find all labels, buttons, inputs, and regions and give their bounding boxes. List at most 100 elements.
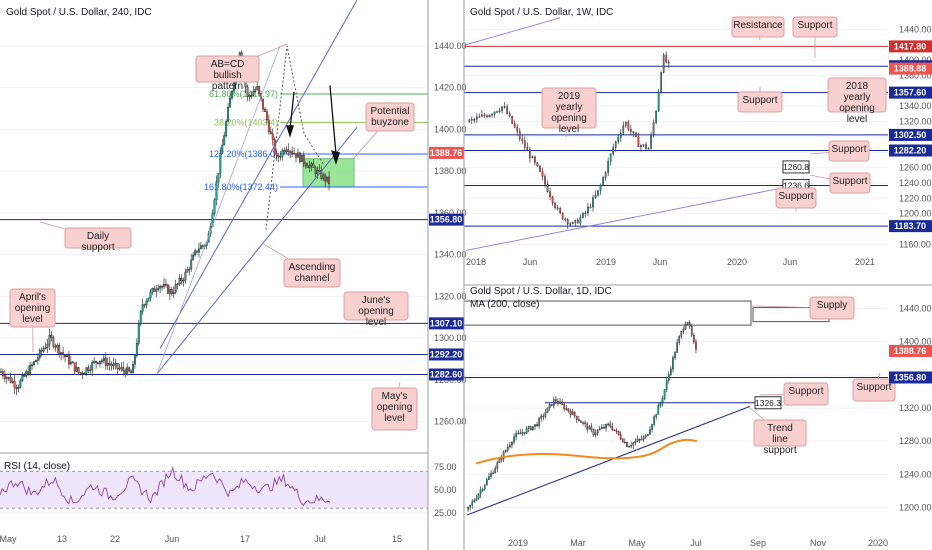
candle-body (614, 141, 617, 148)
candle-body (644, 435, 647, 438)
y-tick-label: 1380.00 (899, 70, 932, 80)
weekly-last-price-tag (889, 62, 932, 75)
candle-body (517, 432, 520, 435)
y-tick-label: 1400.00 (434, 124, 467, 134)
candle-body (634, 441, 637, 443)
supply-zone-rect (463, 300, 752, 326)
candle-body (289, 151, 292, 153)
candle-body (27, 371, 30, 375)
candle-body (506, 106, 508, 114)
candle-body (473, 118, 476, 121)
candle-body (667, 374, 670, 381)
candle-body (1, 371, 4, 376)
candle-body (23, 375, 26, 377)
candle-body (607, 161, 609, 173)
callout-aprils-opening-text: April's (19, 292, 46, 303)
candle-body (0, 371, 2, 373)
candle-body (248, 95, 251, 98)
candle-body (667, 61, 670, 64)
callout-aprils-opening-text: opening (15, 303, 51, 314)
y-tick-label: 1220.00 (899, 193, 932, 203)
candle-body (184, 271, 187, 281)
arrow-head-1 (286, 125, 294, 138)
candle-body (501, 106, 503, 111)
candle-body (597, 190, 599, 196)
candle-body (60, 352, 63, 354)
callout-resistance-box (731, 16, 785, 38)
candle-body (549, 191, 551, 198)
ma200-line (475, 438, 698, 465)
candle-body (3, 375, 6, 379)
candle-body (190, 259, 193, 270)
candle-body (83, 372, 86, 375)
candle-body (531, 156, 534, 159)
arrow-down-2 (329, 85, 337, 155)
y-tick-label: 1340.00 (434, 250, 467, 260)
callout-2019-opening-text: opening (551, 113, 587, 124)
candle-body (662, 54, 665, 73)
candle-body (219, 153, 222, 174)
candle-body (50, 335, 53, 338)
x-tick-label: Jun (653, 257, 668, 267)
candle-body (663, 389, 666, 399)
candle-body (17, 387, 20, 389)
x-tick-label: 22 (110, 534, 120, 544)
candle-body (650, 134, 652, 149)
weekly-last-price-tag-text: 1388.88 (894, 64, 927, 74)
candle-body (555, 399, 557, 402)
y-tick-label: 1200.00 (899, 503, 932, 513)
candle-body (468, 119, 471, 122)
candle-body (564, 218, 567, 221)
candle-body (617, 137, 620, 142)
candle-body (9, 376, 12, 383)
candle-body (574, 219, 577, 223)
callout-aprils-opening-text: level (22, 314, 43, 325)
callout-2019-opening-box (541, 87, 597, 129)
candle-body (102, 357, 105, 362)
candle-body (196, 250, 198, 253)
candle-body (592, 429, 595, 435)
arrow-down-1 (289, 91, 295, 130)
candle-body (493, 111, 496, 115)
candle-body (262, 98, 264, 110)
candle-body (541, 171, 544, 177)
callout-weekly-support-4-text: Support (778, 191, 813, 202)
candle-body (584, 422, 586, 425)
callout-junes-opening-text: June's (362, 295, 391, 306)
candle-body (521, 432, 524, 434)
candle-body (298, 152, 301, 162)
y-tick-label: 1420.00 (434, 83, 467, 93)
candle-body (534, 156, 536, 163)
candle-body (267, 119, 270, 132)
weekly-price-tag-text: 1183.70 (894, 221, 926, 231)
candle-body (587, 206, 589, 214)
x-tick-label: Jun (165, 534, 180, 544)
candle-body (25, 371, 28, 377)
y-tick-label: 1380.00 (434, 166, 467, 176)
candle-body (287, 149, 290, 153)
chart-title-weekly: Gold Spot / U.S. Dollar, 1W, IDC (470, 7, 613, 18)
candle-body (594, 194, 597, 198)
candle-body (143, 304, 146, 306)
candle-body (559, 208, 562, 214)
candle-body (46, 343, 49, 348)
x-tick-label: 15 (392, 534, 402, 544)
candle-body (157, 287, 160, 290)
candle-body (504, 450, 507, 453)
candle-body (580, 420, 582, 423)
callout-weekly-support-2-text: Support (831, 144, 866, 155)
candle-body (5, 377, 8, 379)
candle-body (38, 350, 41, 358)
candle-body (684, 323, 687, 330)
candle-body (293, 152, 296, 155)
y-tick-label: 1160.00 (899, 239, 931, 249)
candle-body (546, 407, 549, 413)
candle-body (186, 268, 189, 273)
candle-body (511, 441, 513, 446)
weekly-price-tag (889, 86, 932, 99)
candle-body (502, 451, 505, 460)
callout-abcd-text: AB=CD (211, 59, 245, 70)
daily-price-tag (889, 371, 932, 384)
candle-body (29, 364, 32, 375)
y-tick-label: 1440.00 (899, 24, 932, 34)
